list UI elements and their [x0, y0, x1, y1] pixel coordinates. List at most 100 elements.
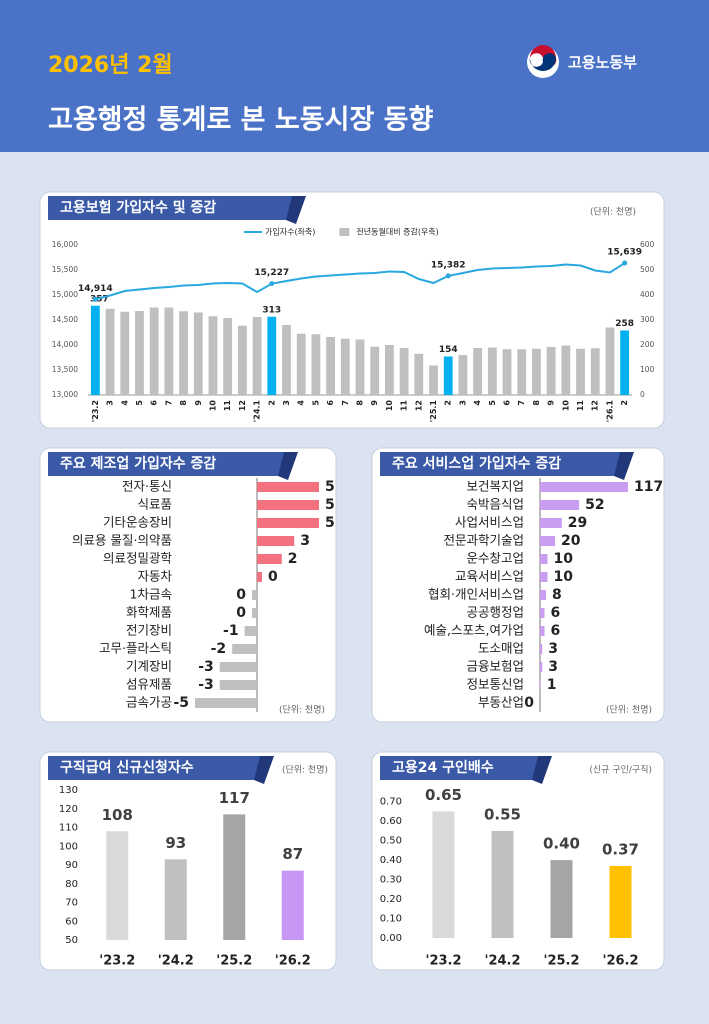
bar — [326, 337, 336, 395]
bar — [257, 482, 319, 492]
x-tick-label: 12 — [591, 400, 600, 411]
logo-mark — [527, 45, 559, 78]
bar — [135, 311, 144, 395]
bar — [195, 698, 257, 708]
bar — [193, 312, 203, 395]
unit-label: (단위: 천명) — [279, 705, 325, 716]
unit-label: (단위: 천명) — [282, 765, 328, 776]
data-label: 6 — [551, 605, 561, 621]
bar — [257, 572, 262, 582]
x-tick-label: '26.1 — [605, 400, 614, 423]
bar — [384, 345, 394, 395]
data-label: 5 — [325, 515, 335, 531]
x-tick-label: 6 — [150, 400, 159, 406]
x-tick-label: 3 — [458, 400, 467, 406]
data-label: 117 — [219, 789, 250, 807]
x-tick-label: 9 — [370, 400, 379, 406]
category-label: 숙박음식업 — [466, 497, 524, 512]
header-date: 2026년 2월 — [48, 53, 173, 78]
category-label: 기타운송장비 — [103, 515, 172, 530]
x-tick-label: 2 — [620, 400, 629, 406]
x-tick-label: 8 — [179, 400, 188, 406]
bar — [540, 626, 545, 636]
data-label: 0.40 — [543, 835, 580, 853]
x-tick-label: 5 — [135, 400, 144, 406]
x-tick-label: 7 — [341, 400, 350, 406]
x-tick-label: '24.2 — [158, 954, 194, 969]
panel — [39, 191, 665, 429]
bar — [232, 644, 257, 654]
x-tick-label: 2 — [444, 400, 453, 406]
bar — [517, 349, 527, 395]
bar — [223, 814, 246, 940]
data-label: 5 — [325, 479, 335, 495]
bar — [257, 500, 319, 510]
bar — [620, 330, 630, 395]
y-tick-label: 0.20 — [380, 894, 402, 905]
tab — [48, 196, 306, 224]
x-tick-label: '26.2 — [602, 954, 638, 969]
bar — [370, 346, 380, 395]
bar — [106, 831, 129, 940]
x-tick-label: '25.2 — [543, 954, 579, 969]
y2-tick-label: 0 — [640, 390, 645, 399]
data-label: 15,382 — [431, 260, 466, 270]
data-label: 10 — [554, 551, 574, 567]
bar — [491, 830, 514, 938]
bar — [540, 644, 543, 654]
line-marker — [445, 273, 451, 279]
legend-label: 전년동월대비 증감(우축) — [356, 227, 438, 237]
bar — [219, 662, 257, 672]
bar — [281, 870, 304, 940]
y-tick-label: 15,000 — [52, 290, 78, 299]
data-label: 5 — [325, 497, 335, 513]
y-tick-label: 0.30 — [380, 875, 402, 886]
category-label: 부동산업 — [478, 695, 524, 710]
category-label: 도소매업 — [478, 641, 524, 656]
x-tick-label: '24.2 — [484, 954, 520, 969]
x-tick-label: '26.2 — [275, 954, 311, 969]
x-tick-label: 6 — [503, 400, 512, 406]
data-label: -1 — [223, 623, 239, 639]
x-tick-label: 4 — [120, 400, 129, 406]
bar — [576, 348, 585, 395]
y-tick-label: 50 — [65, 935, 78, 946]
y-tick-label: 80 — [65, 879, 78, 890]
legend-swatch — [339, 228, 350, 236]
bar — [540, 536, 556, 546]
panel — [39, 447, 337, 723]
chart-title: 고용보험 가입자수 및 증감 — [60, 199, 216, 216]
x-tick-label: 6 — [326, 400, 335, 406]
category-label: 금융보험업 — [466, 659, 524, 674]
bar — [252, 317, 262, 395]
y-tick-label: 90 — [65, 860, 78, 871]
category-label: 고무·플라스틱 — [99, 641, 172, 656]
bar — [105, 308, 115, 395]
chart-title: 구직급여 신규신청자수 — [60, 759, 194, 776]
bar — [223, 318, 233, 395]
data-label: 154 — [439, 345, 458, 355]
x-tick-label: 7 — [164, 400, 173, 406]
bar — [399, 348, 409, 395]
y-tick-label: 14,000 — [52, 340, 78, 349]
category-label: 보건복지업 — [466, 479, 524, 494]
bar — [179, 311, 188, 395]
bar — [540, 518, 562, 528]
data-label: 15,227 — [254, 268, 289, 278]
x-tick-label: 4 — [473, 400, 482, 406]
y-tick-label: 0.40 — [380, 855, 402, 866]
tab — [380, 452, 634, 480]
data-label: 0.55 — [484, 805, 521, 823]
data-label: 6 — [551, 623, 561, 639]
data-label: 93 — [165, 834, 186, 852]
y-tick-label: 15,500 — [52, 265, 78, 274]
unit-label: (신규 구인/구직) — [589, 765, 652, 776]
bar — [257, 554, 282, 564]
bar — [443, 356, 453, 395]
data-label: -3 — [198, 677, 214, 693]
bar — [473, 348, 483, 395]
bar — [252, 590, 257, 600]
category-label: 운수창고업 — [466, 551, 524, 566]
y2-tick-label: 500 — [640, 265, 655, 274]
tab — [380, 756, 552, 784]
